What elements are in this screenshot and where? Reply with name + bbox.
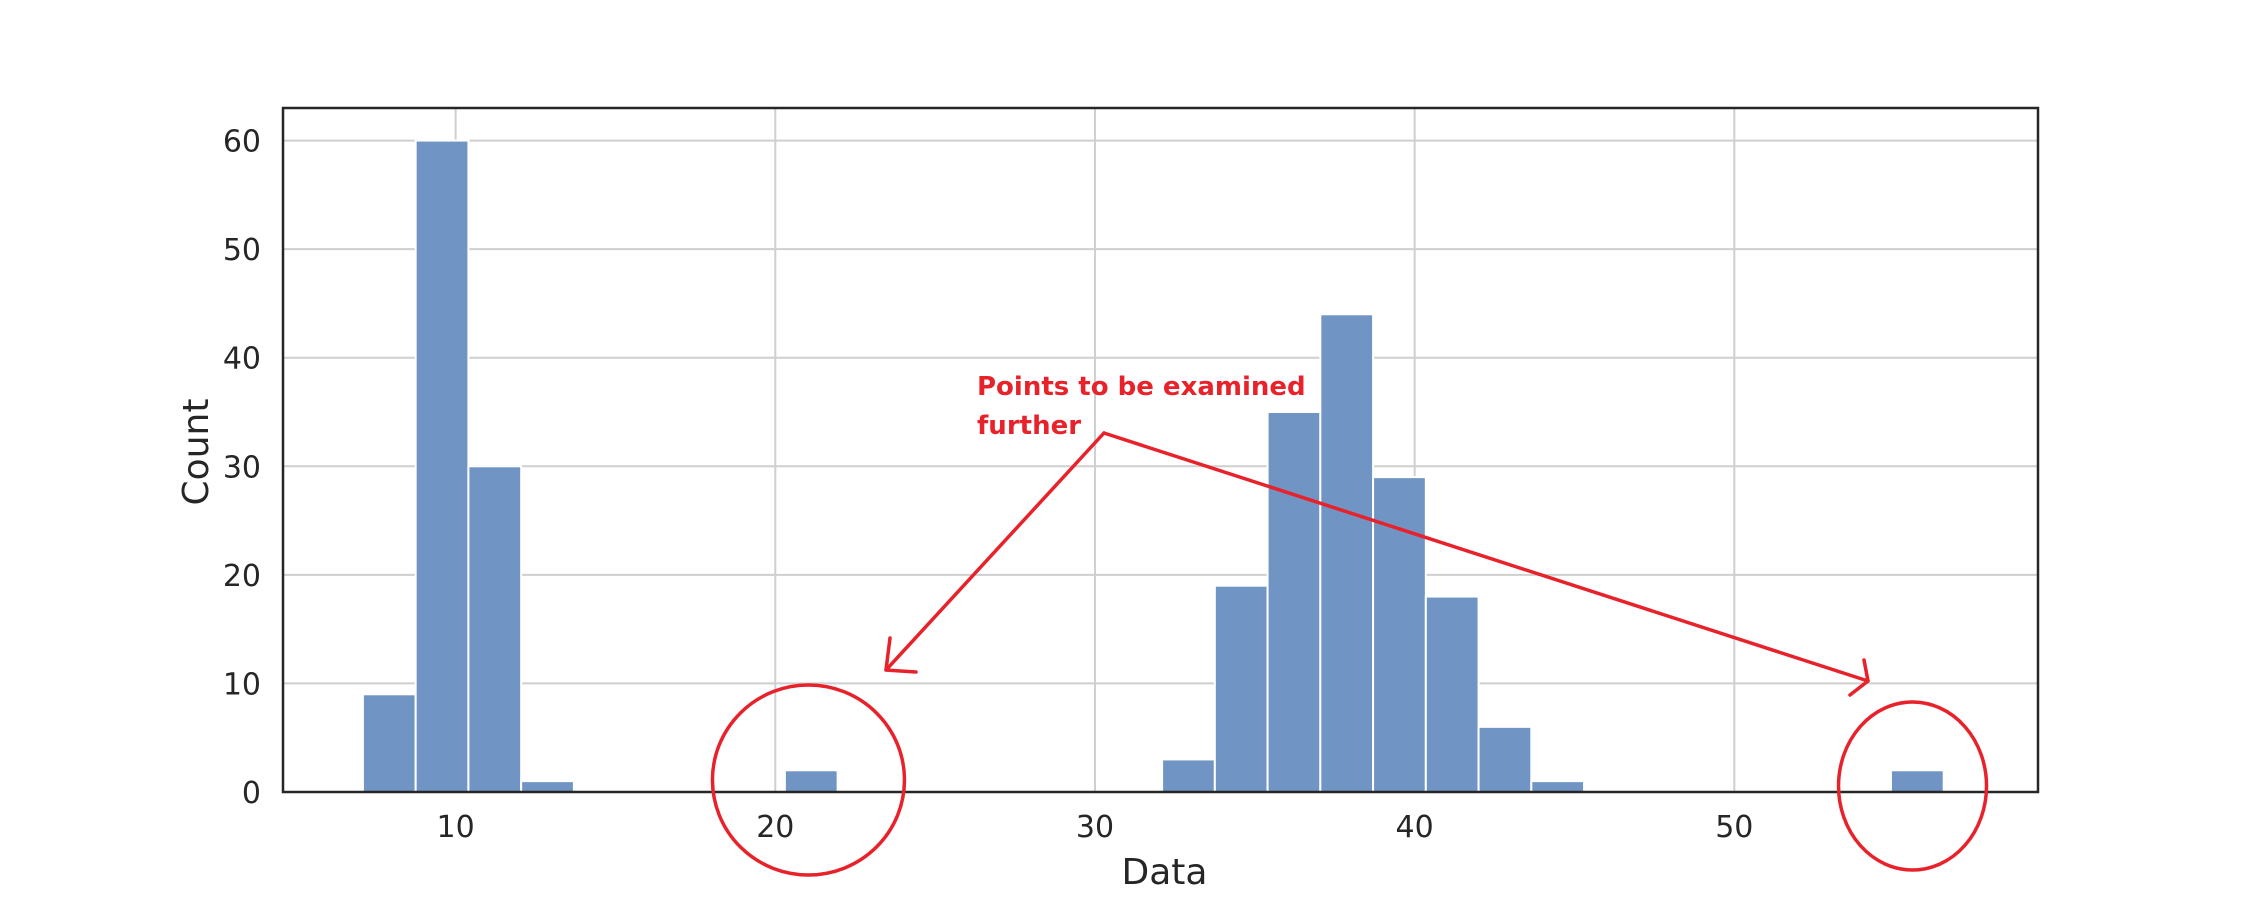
annotation-text-line-1: Points to be examined [977, 372, 1306, 402]
x-axis-label: Data [1122, 852, 1208, 893]
x-tick-label: 40 [1396, 810, 1434, 845]
x-tick-label: 20 [756, 810, 794, 845]
plot-frame [281, 106, 2040, 794]
annotation-arrowhead-right [1848, 658, 1870, 697]
histogram-bar [1319, 313, 1375, 793]
annotation-circle [710, 683, 907, 877]
y-tick-label: 40 [223, 342, 261, 377]
y-tick-label: 20 [223, 559, 261, 594]
annotation-arrowhead-left [884, 636, 918, 674]
annotation-text-line-2: further [977, 411, 1081, 441]
x-tick-label: 10 [437, 810, 475, 845]
x-tick-label: 30 [1076, 810, 1114, 845]
histogram-bar [414, 139, 470, 794]
histogram-bar [1266, 411, 1322, 793]
y-tick-label: 30 [223, 450, 261, 485]
histogram-bar [467, 465, 523, 793]
annotation-arrow-right [1102, 431, 1870, 683]
y-tick-label: 10 [223, 667, 261, 702]
histogram-bar [520, 780, 575, 794]
annotation: Points to be examined further [710, 372, 1989, 877]
y-tick-label: 50 [223, 233, 261, 268]
y-tick-labels: 0 10 20 30 40 50 60 [223, 125, 261, 811]
histogram-bar [1530, 780, 1586, 794]
annotation-circle [1836, 700, 1989, 872]
x-tick-labels: 10 20 30 40 50 [437, 810, 1754, 845]
histogram-bar [1424, 595, 1480, 793]
histogram-bar [361, 693, 417, 793]
y-axis-label: Count [176, 399, 217, 506]
histogram-bar [1161, 758, 1216, 794]
histogram-bar [1477, 725, 1533, 793]
histogram-bar [1889, 769, 1945, 793]
histogram-bar [783, 769, 839, 793]
x-tick-label: 50 [1715, 810, 1753, 845]
histogram-bar [1213, 584, 1269, 794]
y-tick-label: 60 [223, 125, 261, 160]
annotation-arrow-left [884, 431, 1106, 672]
histogram-bars [361, 139, 1945, 794]
y-tick-label: 0 [242, 776, 261, 811]
